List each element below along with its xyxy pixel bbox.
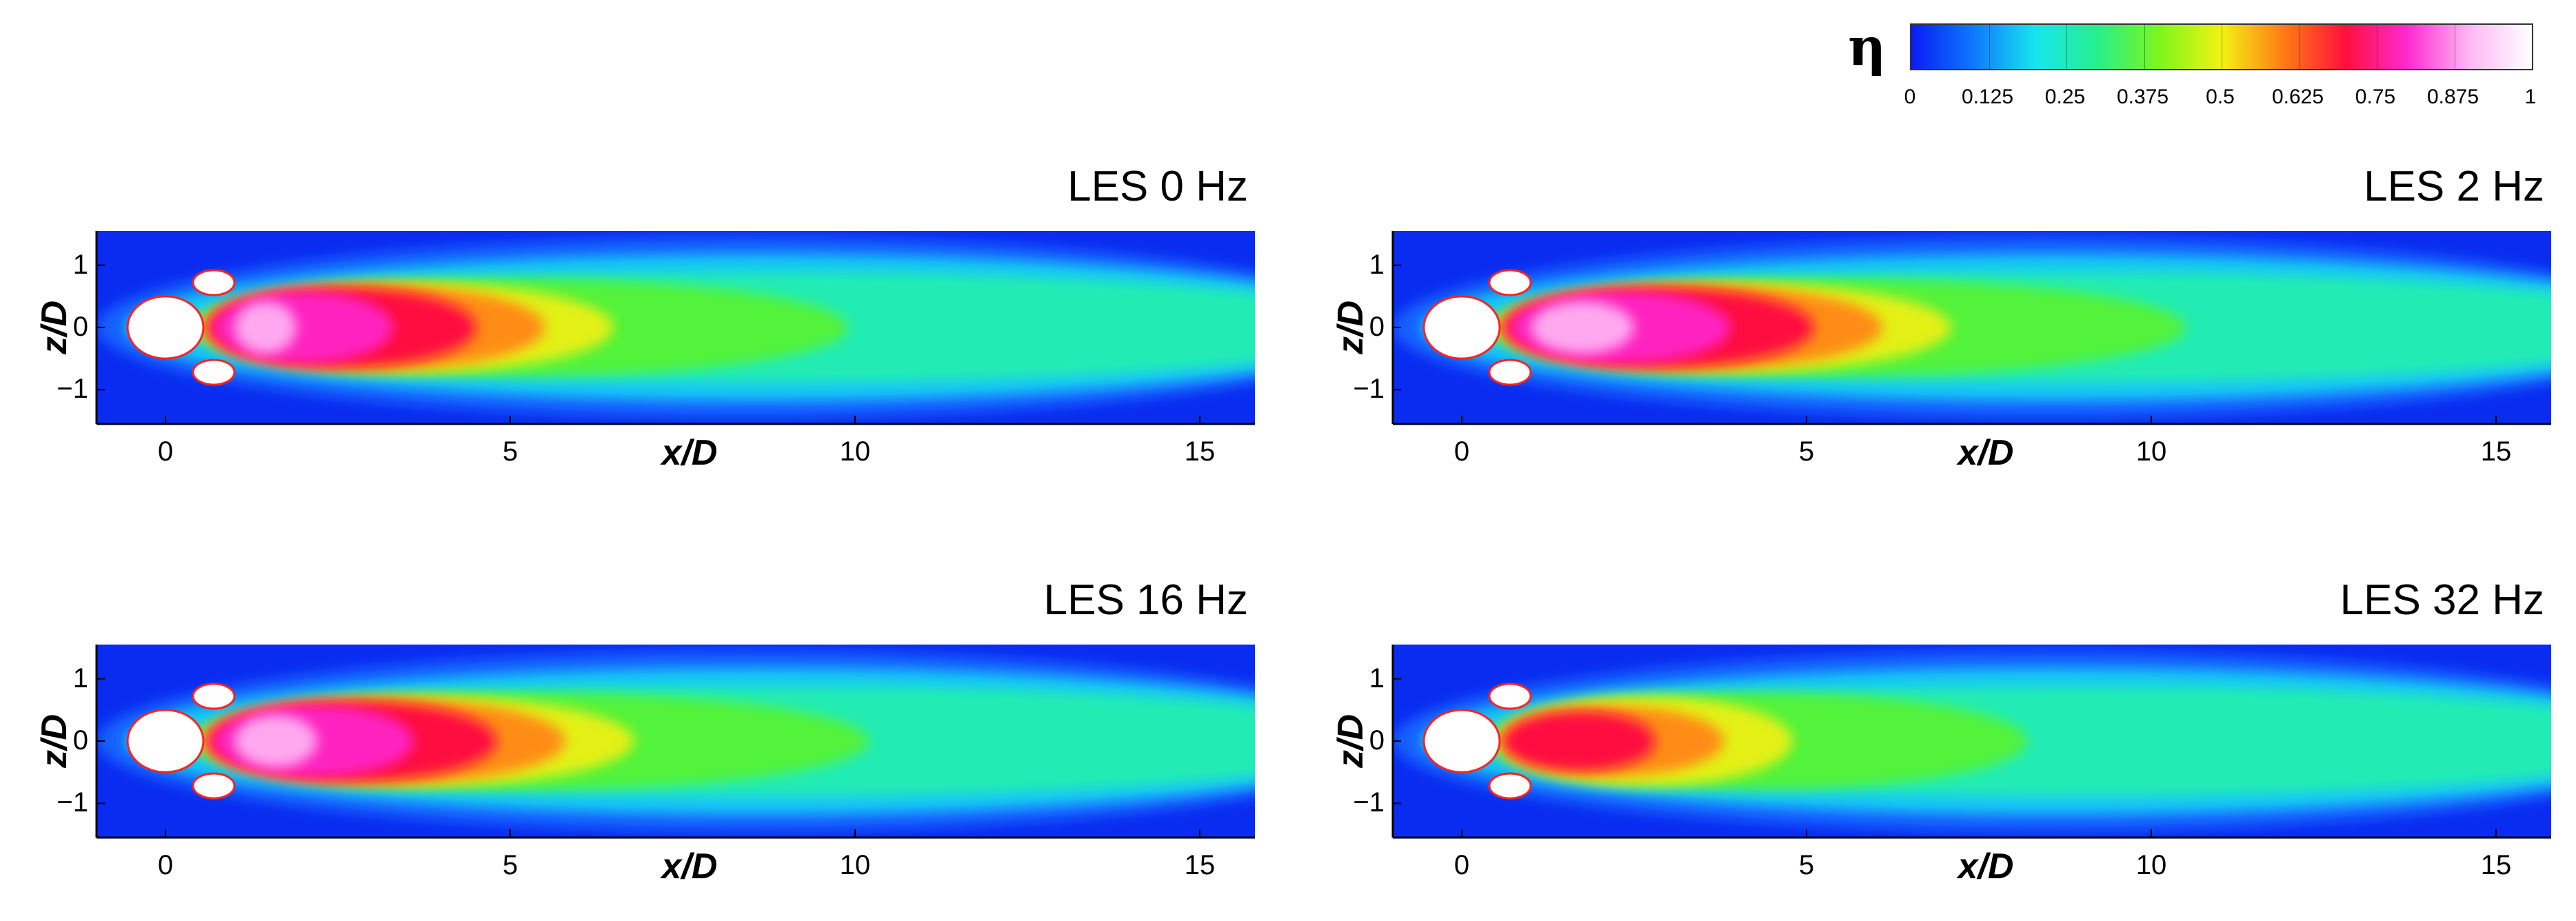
- main-cylinder: [1422, 295, 1501, 360]
- contour-plot: [95, 645, 1255, 839]
- x-tick-label: 0: [1453, 436, 1470, 467]
- y-tick-label: −1: [1353, 374, 1385, 405]
- y-tick-label: 0: [72, 312, 88, 342]
- colorbar-tick-label: 0: [1904, 85, 1916, 108]
- contour-panel-32hz: LES 32 Hz 0 5 10 15 1 0 −1 x/D z/D: [1296, 572, 2565, 887]
- y-tick-label: 1: [1369, 249, 1385, 280]
- contour-panel-0hz: LES 0 Hz 0 5 10 15 1 0 −1 x/D z/D: [0, 159, 1269, 473]
- colorbar-tick-label: 0.5: [2206, 85, 2235, 108]
- contour-band-6: [1503, 711, 1655, 771]
- colorbar-variable-label: η: [1848, 16, 1886, 77]
- panel-title: LES 2 Hz: [2364, 163, 2544, 210]
- y-tick-label: 0: [1369, 312, 1385, 342]
- y-tick-label: −1: [57, 374, 88, 405]
- colorbar-divider: [2144, 25, 2145, 69]
- colorbar-legend: η 0 0.125 0.25 0.375 0.5 0.625 0.75 0.875 1: [1827, 15, 2558, 119]
- y-axis-label: z/D: [34, 714, 74, 768]
- x-tick-label: 5: [1798, 850, 1815, 880]
- contour-plot: [95, 231, 1255, 425]
- colorbar-tick-label: 0.375: [2116, 85, 2169, 108]
- x-tick-label: 0: [157, 850, 174, 880]
- y-axis-label: z/D: [1331, 301, 1371, 354]
- upper-cylinder: [192, 269, 236, 296]
- x-tick-label: 15: [2480, 850, 2512, 880]
- colorbar-tick-label: 0.25: [2044, 85, 2086, 108]
- x-tick-label: 15: [2480, 436, 2512, 467]
- y-axis-label: z/D: [34, 301, 74, 354]
- x-axis-label: x/D: [661, 847, 718, 887]
- contour-plot: [1391, 231, 2551, 425]
- contour-panel-16hz: LES 16 Hz 0 5 10 15 1 0 −1 x/D z/D: [0, 572, 1269, 887]
- contour-plot: [1391, 645, 2551, 839]
- colorbar-tick-label: 0.125: [1961, 85, 2014, 108]
- x-tick-label: 10: [839, 436, 871, 467]
- x-tick-label: 15: [1184, 436, 1216, 467]
- x-tick-label: 10: [2135, 436, 2167, 467]
- panel-title: LES 0 Hz: [1067, 163, 1248, 210]
- contour-band-8: [234, 715, 317, 767]
- y-tick-label: 1: [72, 662, 88, 694]
- colorbar-tick-label: 1: [2524, 85, 2537, 108]
- panel-title: LES 32 Hz: [2339, 576, 2544, 624]
- y-tick-label: 0: [72, 725, 88, 756]
- panel-title: LES 16 Hz: [1043, 576, 1248, 624]
- x-tick-label: 10: [2135, 850, 2167, 880]
- x-tick-label: 5: [502, 436, 519, 467]
- y-tick-label: 0: [1369, 725, 1385, 756]
- colorbar-divider: [2066, 25, 2067, 69]
- colorbar-ticks: 0 0.125 0.25 0.375 0.5 0.625 0.75 0.875 1: [1904, 85, 2537, 120]
- colorbar-divider: [1989, 25, 1990, 69]
- y-tick-label: −1: [57, 787, 88, 818]
- colorbar-tick-label: 0.75: [2355, 85, 2396, 108]
- contour-panel-2hz: LES 2 Hz 0 5 10 15 1 0 −1 x/D z/D: [1296, 159, 2565, 473]
- lower-cylinder: [1488, 358, 1532, 386]
- upper-cylinder: [192, 682, 236, 710]
- y-tick-label: 1: [1369, 662, 1385, 694]
- colorbar-tick-label: 0.875: [2426, 85, 2479, 108]
- colorbar-tick-label: 0.625: [2271, 85, 2324, 108]
- x-tick-label: 0: [157, 436, 174, 467]
- x-axis-label: x/D: [661, 433, 718, 473]
- x-tick-label: 5: [1798, 436, 1815, 467]
- main-cylinder: [1422, 709, 1501, 773]
- upper-cylinder: [1488, 682, 1532, 710]
- x-tick-label: 0: [1453, 850, 1470, 880]
- contour-band-8: [234, 301, 296, 354]
- y-tick-label: 1: [72, 249, 88, 280]
- y-tick-label: −1: [1353, 787, 1385, 818]
- contour-band-8: [1531, 301, 1634, 354]
- lower-cylinder: [192, 772, 236, 800]
- x-tick-label: 15: [1184, 850, 1216, 880]
- lower-cylinder: [192, 358, 236, 386]
- colorbar-gradient: [1910, 23, 2533, 70]
- x-tick-label: 10: [839, 850, 871, 880]
- x-axis-label: x/D: [1958, 433, 2014, 473]
- x-axis-label: x/D: [1958, 847, 2014, 887]
- lower-cylinder: [1488, 772, 1532, 800]
- main-cylinder: [126, 295, 205, 360]
- upper-cylinder: [1488, 269, 1532, 296]
- main-cylinder: [126, 709, 205, 773]
- y-axis-label: z/D: [1331, 714, 1371, 768]
- x-tick-label: 5: [502, 850, 519, 880]
